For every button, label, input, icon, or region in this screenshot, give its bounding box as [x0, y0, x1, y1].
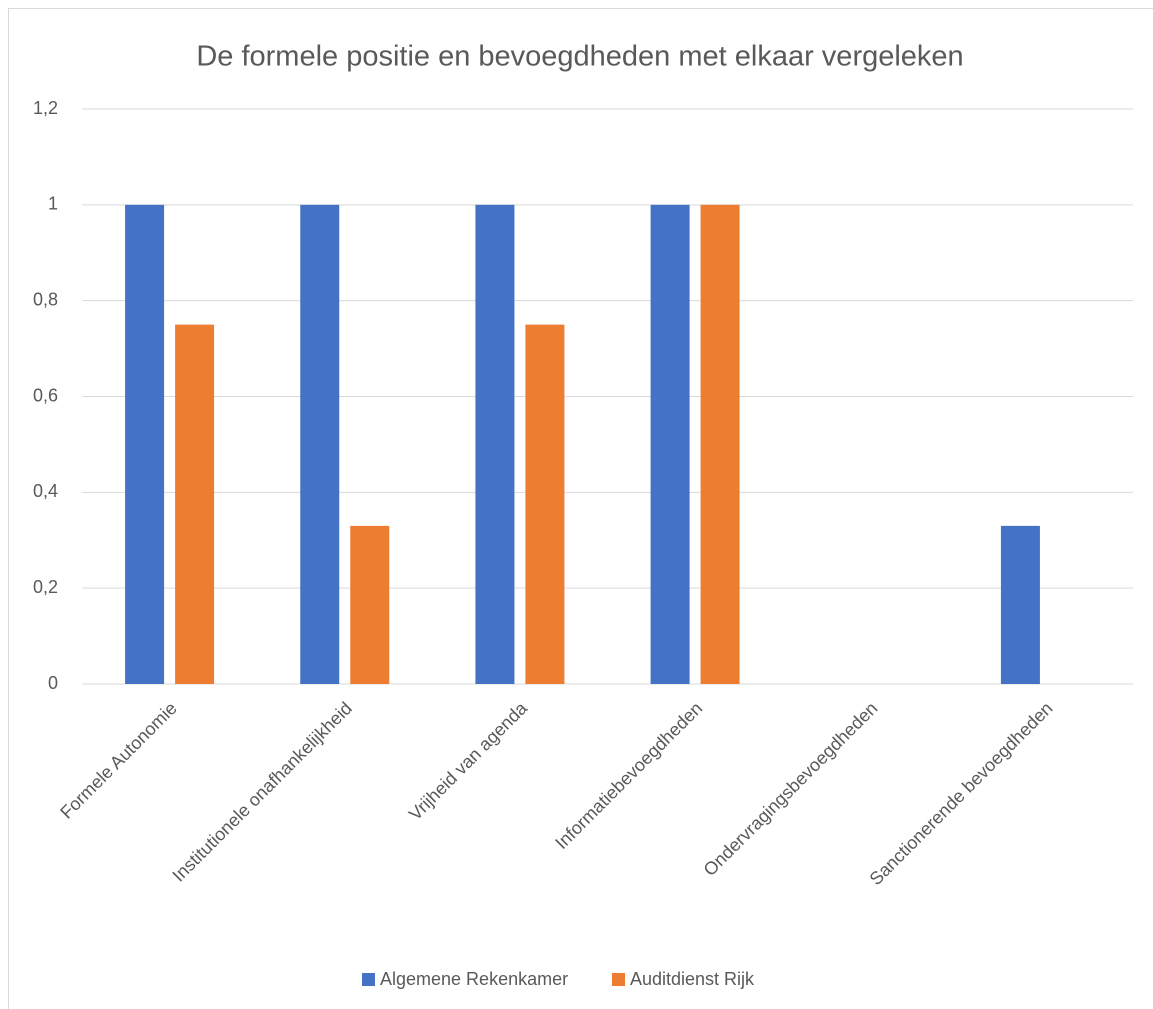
- y-tick-label: 1,2: [33, 98, 58, 118]
- y-tick-label: 0,6: [33, 385, 58, 405]
- bar: [125, 204, 165, 685]
- bar: [650, 204, 690, 685]
- bar: [700, 204, 740, 685]
- legend-swatch: [362, 973, 375, 986]
- y-tick-label: 0: [48, 673, 58, 693]
- bar: [300, 204, 340, 685]
- bar: [350, 525, 390, 684]
- bar: [175, 324, 215, 684]
- y-tick-label: 0,4: [33, 481, 58, 501]
- y-tick-label: 0,8: [33, 289, 58, 309]
- legend-label: Algemene Rekenkamer: [380, 969, 568, 989]
- legend-swatch: [612, 973, 625, 986]
- y-tick-label: 1: [48, 194, 58, 214]
- bar: [525, 324, 565, 684]
- bar: [1000, 525, 1040, 684]
- chart-title: De formele positie en bevoegdheden met e…: [196, 41, 963, 73]
- bar: [475, 204, 515, 685]
- y-tick-label: 0,2: [33, 577, 58, 597]
- legend-label: Auditdienst Rijk: [630, 969, 755, 989]
